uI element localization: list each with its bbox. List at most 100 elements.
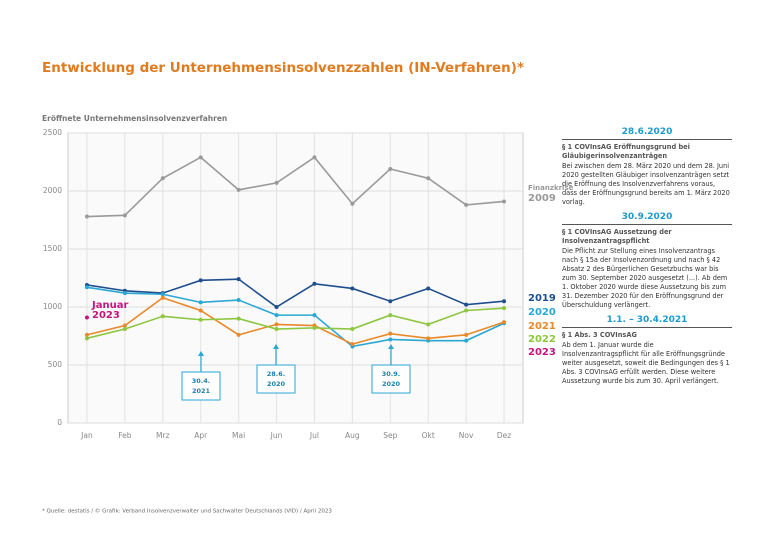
data-point [198, 278, 203, 283]
data-point [350, 327, 355, 332]
side-body: Bei zwischen dem 28. März 2020 und dem 2… [562, 162, 730, 206]
data-point [198, 300, 203, 305]
data-point [426, 336, 431, 341]
series-line [86, 278, 505, 308]
x-tick-label: Jul [309, 431, 319, 440]
data-point [388, 166, 393, 171]
data-point [350, 201, 355, 206]
x-tick-label: Dez [497, 431, 511, 440]
legend-label: 2009 [528, 193, 556, 204]
side-subheading: § 1 COVInsAG Eröffnungsgrund bei Gläubig… [562, 143, 690, 160]
x-tick-label: Mai [232, 431, 245, 440]
side-heading: 1.1. – 30.4.2021 [562, 316, 732, 328]
data-point [236, 277, 241, 282]
legend-label: 2019 [528, 293, 556, 304]
data-point [312, 155, 317, 160]
data-point [350, 286, 355, 291]
data-point [426, 322, 431, 327]
data-point [160, 176, 165, 181]
annotation-arrowhead [273, 344, 279, 349]
y-tick-label: 1500 [43, 244, 62, 253]
data-point [388, 313, 393, 318]
data-point [502, 199, 507, 204]
annotation-box [256, 364, 296, 394]
data-point [350, 342, 355, 347]
data-point [312, 313, 317, 318]
annotation-text: 30.9. [382, 370, 401, 378]
annotation-text: 2020 [382, 380, 401, 388]
data-point [274, 180, 279, 185]
legend-label: 2023 [528, 347, 556, 358]
annotation-arrowhead [198, 351, 204, 356]
data-point [160, 292, 165, 297]
data-point [502, 306, 507, 311]
data-point [426, 176, 431, 181]
data-point [502, 320, 507, 325]
data-point [236, 316, 241, 321]
annotation-box [371, 364, 411, 394]
series-note: Finanzkrise [528, 184, 574, 192]
x-tick-label: Apr [194, 431, 208, 440]
data-point [274, 322, 279, 327]
data-point [464, 332, 469, 337]
annotation-text: 2021 [192, 387, 211, 395]
data-point [464, 202, 469, 207]
x-tick-label: Mrz [156, 431, 170, 440]
side-body: Ab dem 1. Januar wurde die Insolvenzantr… [562, 341, 730, 385]
chart-title: Entwicklung der Unternehmensinsolvenzzah… [42, 60, 524, 76]
data-point [464, 338, 469, 343]
legend-label: 2021 [528, 321, 556, 332]
series-line [86, 307, 505, 340]
data-point [122, 291, 127, 296]
point-label: 2023 [92, 310, 120, 321]
y-axis-label: Eröffnete Unternehmensinsolvenzverfahren [42, 114, 227, 123]
annotation-text: 2020 [267, 380, 286, 388]
annotation-text: 28.6. [267, 370, 286, 378]
data-point [84, 332, 89, 337]
data-point [312, 281, 317, 286]
x-tick-label: Jan [80, 431, 93, 440]
data-point [274, 305, 279, 309]
point-label: Januar [91, 300, 128, 311]
side-heading: 28.6.2020 [562, 128, 732, 140]
series-line [86, 296, 505, 345]
data-point [84, 336, 89, 341]
data-point [502, 299, 507, 304]
y-tick-label: 2500 [43, 128, 62, 137]
x-tick-label: Jun [270, 431, 283, 440]
data-point [274, 327, 279, 332]
data-point [198, 155, 203, 160]
data-point [426, 286, 431, 291]
data-point [84, 214, 89, 219]
data-point [122, 323, 127, 328]
annotation-box [181, 371, 221, 401]
legend-label: 2022 [528, 334, 556, 345]
data-point [198, 308, 203, 313]
data-point [84, 315, 89, 320]
side-panel: 28.6.2020 § 1 COVInsAG Eröffnungsgrund be… [562, 128, 732, 392]
data-point [274, 313, 279, 318]
x-tick-label: Aug [345, 431, 360, 440]
annotation-arrowhead [388, 344, 394, 349]
y-tick-label: 2000 [43, 186, 62, 195]
x-tick-label: Feb [118, 431, 132, 440]
x-tick-label: Nov [459, 431, 474, 440]
data-point [236, 298, 241, 303]
data-point [84, 285, 89, 290]
series-line [86, 156, 505, 218]
data-point [388, 337, 393, 342]
side-subheading: § 1 Abs. 3 COVInsAG [562, 331, 637, 339]
side-heading: 30.9.2020 [562, 213, 732, 225]
data-point [160, 314, 165, 319]
y-tick-label: 1000 [43, 302, 62, 311]
data-point [388, 299, 393, 304]
annotation-text: 30.4. [192, 377, 211, 385]
side-body: Die Pflicht zur Stellung eines Insolvenz… [562, 247, 728, 309]
data-point [122, 213, 127, 218]
series-line [86, 286, 505, 348]
data-point [388, 331, 393, 336]
data-point [464, 308, 469, 313]
x-tick-label: Sep [383, 431, 397, 440]
